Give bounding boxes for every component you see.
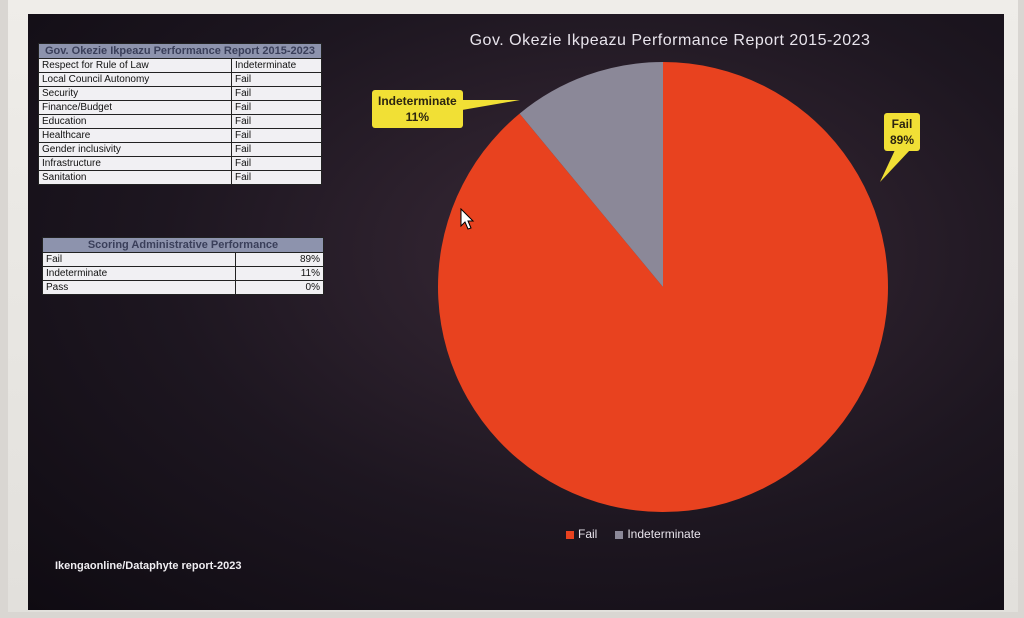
table-row: Security Fail <box>38 86 322 101</box>
chart-legend: Fail Indeterminate <box>566 527 701 541</box>
table-row: Fail 89% <box>42 252 324 267</box>
table-row: Pass 0% <box>42 280 324 295</box>
table-row: Gender inclusivity Fail <box>38 142 322 157</box>
table-row: Indeterminate 11% <box>42 266 324 281</box>
table-row: Infrastructure Fail <box>38 156 322 171</box>
scoring-table: Scoring Administrative Performance Fail 8… <box>42 237 324 295</box>
callout-pointer-fail <box>880 150 910 182</box>
row-value: Fail <box>231 86 322 101</box>
data-label-category: Indeterminate <box>378 94 457 108</box>
performance-table: Gov. Okezie Ikpeazu Performance Report 2… <box>38 43 322 185</box>
table-row: Sanitation Fail <box>38 170 322 185</box>
data-label-category: Fail <box>891 117 913 131</box>
row-value: Fail <box>231 142 322 157</box>
row-value: Indeterminate <box>231 58 322 73</box>
table-row: Respect for Rule of Law Indeterminate <box>38 58 322 73</box>
pie-slice-indeterminate <box>519 62 663 287</box>
row-label: Infrastructure <box>38 156 232 171</box>
row-value: 89% <box>235 252 324 267</box>
source-footer: Ikengaonline/Dataphyte report-2023 <box>55 560 242 572</box>
data-label-value: 11% <box>405 110 430 124</box>
legend-label: Indeterminate <box>627 527 701 541</box>
row-value: 0% <box>235 280 324 295</box>
data-label-value: 89% <box>890 133 915 147</box>
row-label: Fail <box>42 252 236 267</box>
row-label: Pass <box>42 280 236 295</box>
row-label: Education <box>38 114 232 129</box>
legend-item-fail: Fail <box>566 527 597 541</box>
legend-swatch <box>615 530 624 539</box>
row-value: Fail <box>231 100 322 115</box>
table-row: Education Fail <box>38 114 322 129</box>
table-row: Local Council Autonomy Fail <box>38 72 322 87</box>
row-label: Sanitation <box>38 170 232 185</box>
row-value: 11% <box>235 266 324 281</box>
legend-item-indeterminate: Indeterminate <box>615 527 701 541</box>
data-label-indeterminate: Indeterminate 11% <box>372 90 463 128</box>
row-value: Fail <box>231 72 322 87</box>
row-label: Respect for Rule of Law <box>38 58 232 73</box>
scoring-table-title: Scoring Administrative Performance <box>42 237 324 253</box>
legend-swatch <box>566 530 574 539</box>
data-label-fail: Fail 89% <box>884 113 921 151</box>
row-value: Fail <box>231 128 322 143</box>
mouse-cursor-icon <box>460 208 475 230</box>
row-value: Fail <box>231 170 322 185</box>
legend-label: Fail <box>578 527 598 541</box>
chart-title: Gov. Okezie Ikpeazu Performance Report 2… <box>469 32 871 49</box>
